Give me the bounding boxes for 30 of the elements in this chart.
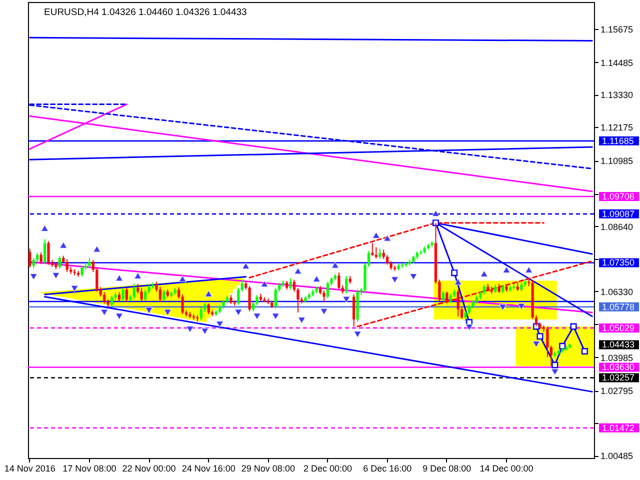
y-tick-label: 1.12175 (600, 122, 634, 133)
ref-line-label: 1.03257 (602, 372, 635, 383)
x-tick-label: 6 Dec 16:00 (363, 464, 412, 474)
x-tick-label: 9 Dec 08:00 (422, 464, 472, 474)
x-tick-label: 24 Nov 16:00 (182, 464, 236, 474)
ref-line-label: 1.03630 (602, 362, 635, 372)
x-tick-label: 17 Nov 08:00 (62, 464, 116, 474)
x-tick-label: 14 Nov 2016 (4, 464, 56, 474)
ref-line-label: 1.05778 (602, 302, 635, 312)
ref-line-label: 1.09708 (602, 191, 635, 202)
text: EURUSD,H4 1.04326 1.04460 1.04326 1.04433 (44, 7, 247, 18)
ref-line-label: 1.01472 (602, 422, 635, 433)
y-tick-label: 1.02795 (600, 386, 634, 396)
x-tick-label: 14 Dec 00:00 (480, 464, 534, 474)
y-tick-label: 1.00485 (600, 451, 634, 462)
y-tick-label: 1.15675 (600, 24, 634, 34)
y-tick-label: 1.08640 (600, 222, 634, 232)
x-tick-label: 29 Nov 08:00 (241, 464, 295, 474)
ref-line-label: 1.05029 (602, 322, 635, 333)
x-tick-label: 22 Nov 00:00 (122, 464, 176, 474)
text: 1.04433 (602, 340, 635, 350)
y-tick-label: 1.06330 (600, 286, 634, 297)
ref-line-label: 1.11685 (602, 136, 634, 146)
y-tick-label: 1.03985 (600, 352, 634, 363)
x-tick-label: 2 Dec 00:00 (303, 464, 352, 474)
ref-line-label: 1.09087 (602, 208, 635, 219)
y-tick-label: 1.14485 (600, 58, 634, 68)
ref-line-label: 1.07350 (602, 258, 635, 268)
y-tick-label: 1.13330 (600, 90, 634, 100)
y-tick-label: 1.10985 (600, 156, 634, 166)
